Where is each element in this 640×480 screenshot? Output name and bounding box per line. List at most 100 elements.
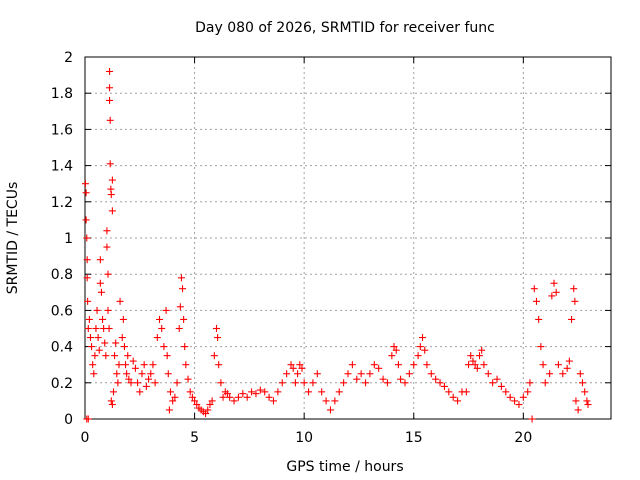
tick-layer: 00.20.40.60.811.21.41.61.820 5 10 15 20 [51,50,611,446]
data-point [165,406,173,414]
data-point [140,361,148,369]
data-point [188,393,196,401]
data-point [583,397,591,405]
data-point [579,379,587,387]
data-point [421,346,429,354]
data-point [149,361,157,369]
data-point [502,388,510,396]
data-point [96,279,104,287]
data-point [243,393,251,401]
data-point [127,379,135,387]
data-point [97,288,105,296]
data-point [124,352,132,360]
data-point [405,370,413,378]
data-point [401,379,409,387]
data-point [136,388,144,396]
data-point [552,288,560,296]
data-point [383,379,391,387]
data-point [105,325,113,332]
data-point [213,325,220,332]
data-point [379,375,387,383]
data-point [99,315,107,323]
data-point [191,397,199,405]
data-point [217,379,225,387]
data-point [125,375,133,383]
data-point [432,375,440,383]
data-point [82,216,90,224]
data-point [388,352,396,360]
data-point [173,379,181,387]
data-point [416,343,424,351]
data-point [537,343,545,351]
data-point [89,361,97,369]
data-point [106,96,114,104]
chart-title: Day 080 of 2026, SRMTID for receiver fun… [195,20,495,36]
data-point [88,343,96,351]
data-point [392,346,400,354]
data-point [574,406,582,414]
data-point [169,397,177,405]
data-point [469,357,477,365]
data-point [223,390,231,398]
data-point [166,388,174,396]
data-point [287,361,295,369]
data-point [511,397,519,405]
data-point [134,379,142,387]
data-point [84,297,92,305]
data-point [248,388,256,396]
data-point [554,361,562,369]
data-point [298,364,306,372]
data-point [462,388,470,396]
data-point [109,388,117,396]
data-point [465,361,473,369]
data-point [120,343,128,351]
data-point [309,379,317,387]
data-point [208,397,216,405]
data-point [177,274,185,282]
data-point [91,352,99,360]
data-point [419,334,427,342]
data-point [206,401,214,409]
data-point [111,352,119,360]
data-point [335,388,343,396]
data-point [104,306,112,314]
data-point [84,415,92,423]
data-point [101,339,109,347]
data-point [476,352,483,360]
data-point [572,397,580,405]
data-point [115,361,123,369]
data-point [548,292,556,300]
data-point [300,379,308,387]
data-point [219,393,227,401]
data-point [394,361,402,369]
y-tick-label: 0.2 [51,376,73,392]
data-point [230,397,238,405]
data-point [145,375,153,383]
data-point [106,67,114,75]
grid-layer [85,57,611,419]
data-point [83,274,91,282]
data-point [160,343,168,351]
data-point [94,334,102,342]
data-point [102,352,110,360]
data-point [103,243,111,251]
data-point [440,382,448,390]
data-point [122,361,130,369]
data-point [484,370,492,378]
data-point [344,370,352,378]
data-point [423,361,431,369]
data-point [454,397,462,405]
data-point [278,379,286,387]
data-point [305,388,313,396]
y-tick-label: 2 [64,50,73,66]
data-point [182,361,190,369]
data-point [179,285,187,293]
data-point [546,370,554,378]
data-point [193,401,201,409]
x-tick-label: 15 [405,430,423,446]
data-point [107,397,115,405]
data-point [204,406,212,414]
data-point [81,180,89,188]
data-point [274,388,282,396]
data-point [106,160,114,168]
